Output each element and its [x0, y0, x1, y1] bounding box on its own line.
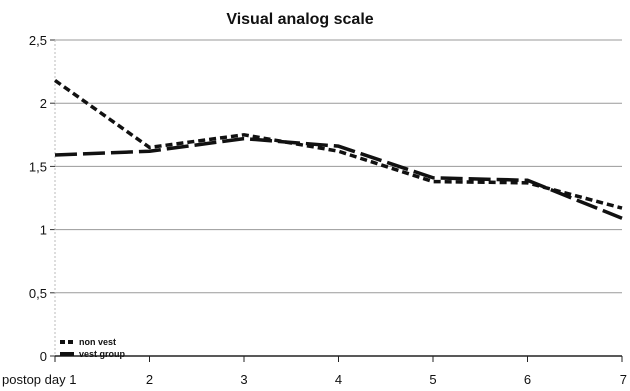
y-tick-label: 0,5 — [29, 286, 47, 301]
legend: non vest vest group — [60, 337, 126, 359]
chart-title: Visual analog scale — [226, 11, 373, 28]
series-line-1 — [54, 136, 623, 220]
x-tick-label: 5 — [429, 372, 436, 387]
x-tick-label: postop day 1 — [2, 372, 76, 387]
x-tick-label: 6 — [524, 372, 531, 387]
series-line-0 — [53, 79, 623, 210]
axes — [50, 39, 623, 362]
y-tick-label: 0 — [40, 349, 47, 364]
series-lines — [53, 79, 623, 220]
x-tick-label: 4 — [335, 372, 342, 387]
legend-label: vest group — [79, 349, 126, 359]
tick-labels: 0 0,5 1 1,5 2 2,5 postop day 1 2 3 4 5 6 7 — [2, 33, 627, 387]
x-tick-label: 7 — [620, 372, 627, 387]
grid — [55, 39, 622, 294]
legend-label: non vest — [79, 337, 116, 347]
y-tick-label: 1,5 — [29, 159, 47, 174]
x-tick-label: 3 — [240, 372, 247, 387]
y-tick-label: 2 — [40, 96, 47, 111]
x-tick-label: 2 — [146, 372, 153, 387]
y-tick-label: 1 — [40, 223, 47, 238]
y-tick-label: 2,5 — [29, 33, 47, 48]
